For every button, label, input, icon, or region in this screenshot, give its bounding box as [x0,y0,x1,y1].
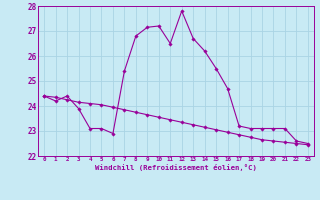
X-axis label: Windchill (Refroidissement éolien,°C): Windchill (Refroidissement éolien,°C) [95,164,257,171]
